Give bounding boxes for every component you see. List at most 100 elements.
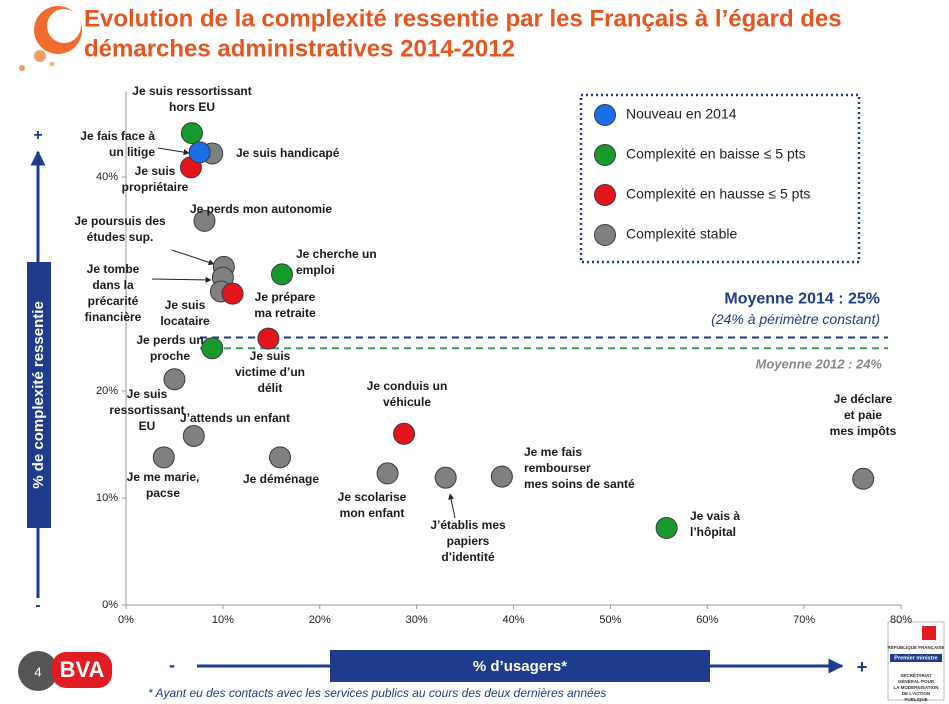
legend-marker xyxy=(594,184,616,206)
x-tick-label: 0% xyxy=(118,614,134,626)
point-label: Je poursuis des xyxy=(74,214,166,228)
title-line: démarches administratives 2014-2012 xyxy=(84,35,515,62)
gov-logo xyxy=(887,621,945,701)
label-arrows xyxy=(151,147,456,519)
axis-marker: + xyxy=(857,657,868,677)
point-label: Je prépare xyxy=(255,290,316,304)
point-label: proche xyxy=(150,349,190,363)
point xyxy=(193,209,216,232)
point-label: Je déménage xyxy=(243,472,319,486)
point xyxy=(152,446,175,469)
point-label: et paie xyxy=(844,408,882,422)
y-tick-label: 40% xyxy=(96,171,118,183)
point xyxy=(376,462,399,485)
x-tick-label: 40% xyxy=(502,614,524,626)
point-label: J’établis mes xyxy=(430,518,506,532)
x-tick-label: 50% xyxy=(599,614,621,626)
gov-logo-text: Premier ministre xyxy=(894,655,937,661)
point-label: un litige xyxy=(109,145,155,159)
y-label-box xyxy=(27,262,51,528)
point xyxy=(163,368,186,391)
legend-box xyxy=(579,93,861,264)
y-tick-label: 20% xyxy=(96,385,118,397)
logo: BVA xyxy=(60,657,105,682)
title-line: Evolution de la complexité ressentie par… xyxy=(84,5,842,32)
gov-logo-text: LA MODERNISATION xyxy=(894,685,939,690)
reference-label: Moyenne 2014 : 25% xyxy=(724,291,880,308)
point-label: Je vais à xyxy=(690,509,740,523)
x-tick-label: 30% xyxy=(406,614,428,626)
gov-band xyxy=(890,654,942,662)
x-axis-label: % d’usagers* xyxy=(473,658,567,675)
y-tick-label: 0% xyxy=(102,599,118,611)
point xyxy=(182,424,205,447)
point-label: hors EU xyxy=(169,100,215,114)
point-label: Je conduis un xyxy=(367,379,448,393)
point xyxy=(180,122,203,145)
point-label: Je perds un xyxy=(136,333,203,347)
point xyxy=(257,327,280,350)
legend-label: Nouveau en 2014 xyxy=(626,106,737,122)
page-number: 4 xyxy=(34,664,41,679)
reference-label: Moyenne 2012 : 24% xyxy=(756,357,883,372)
reference-note: (24% à périmètre constant) xyxy=(711,311,880,327)
point-label: mon enfant xyxy=(340,506,405,520)
x-tick-label: 20% xyxy=(309,614,331,626)
point-label: Je scolarise xyxy=(338,490,407,504)
point-label: Je perds mon autonomie xyxy=(190,202,332,216)
axis-marker: - xyxy=(169,655,175,675)
point-label: l’hôpital xyxy=(690,525,736,539)
point xyxy=(270,263,293,286)
point-label: financière xyxy=(85,310,142,324)
axis-marker: + xyxy=(33,127,42,144)
point-label: Je fais face à xyxy=(80,129,155,143)
x-label-box xyxy=(330,650,710,682)
point-label: dans la xyxy=(92,278,134,292)
gov-logo-text: GÉNÉRAL POUR xyxy=(898,677,935,684)
point xyxy=(490,465,513,488)
legend-label: Complexité en baisse ≤ 5 pts xyxy=(626,146,806,162)
point-label: Je suis xyxy=(250,349,291,363)
y-tick-label: 10% xyxy=(96,492,118,504)
legend-marker xyxy=(594,104,616,126)
point-label: victime d’un xyxy=(235,365,305,379)
point-label: propriétaire xyxy=(122,180,189,194)
point xyxy=(393,422,416,445)
gov-logo-text: RÉPUBLIQUE FRANÇAISE xyxy=(887,643,944,650)
legend-marker xyxy=(594,224,616,246)
point-label: mes soins de santé xyxy=(524,477,635,491)
y-axis-label: % de complexité ressentie xyxy=(30,301,47,489)
gov-flag xyxy=(922,626,936,640)
point xyxy=(188,141,211,164)
point xyxy=(201,337,224,360)
legend-marker xyxy=(594,144,616,166)
point-label: Je me fais xyxy=(524,445,582,459)
point-label: J’attends un enfant xyxy=(180,411,290,425)
point-label: véhicule xyxy=(383,395,431,409)
x-tick-label: 60% xyxy=(696,614,718,626)
point-label: Je suis ressortissant xyxy=(132,84,251,98)
arrow xyxy=(157,147,190,156)
point xyxy=(221,282,244,305)
gov-logo-text: DE L’ACTION xyxy=(902,691,931,696)
decoration xyxy=(19,6,82,71)
point-label: ressortissant xyxy=(109,403,184,417)
point-label: emploi xyxy=(296,263,335,277)
point-label: Je suis xyxy=(165,298,206,312)
point-label: précarité xyxy=(88,294,139,308)
gov-logo-text: PUBLIQUE xyxy=(904,697,927,702)
point xyxy=(852,467,875,490)
point xyxy=(434,466,457,489)
point-label: Je me marie, xyxy=(127,470,200,484)
point-label: Je tombe xyxy=(87,262,140,276)
legend-label: Complexité stable xyxy=(626,226,737,242)
arrow xyxy=(448,493,456,519)
x-tick-label: 80% xyxy=(890,614,912,626)
point-label: ma retraite xyxy=(254,306,316,320)
point-label: Je cherche un xyxy=(296,247,377,261)
point-label: locataire xyxy=(160,314,210,328)
logo-bg xyxy=(52,652,112,688)
point-label: papiers xyxy=(447,534,490,548)
page-badge xyxy=(18,651,58,691)
gov-logo-text: SECRÉTARIAT xyxy=(900,671,932,678)
